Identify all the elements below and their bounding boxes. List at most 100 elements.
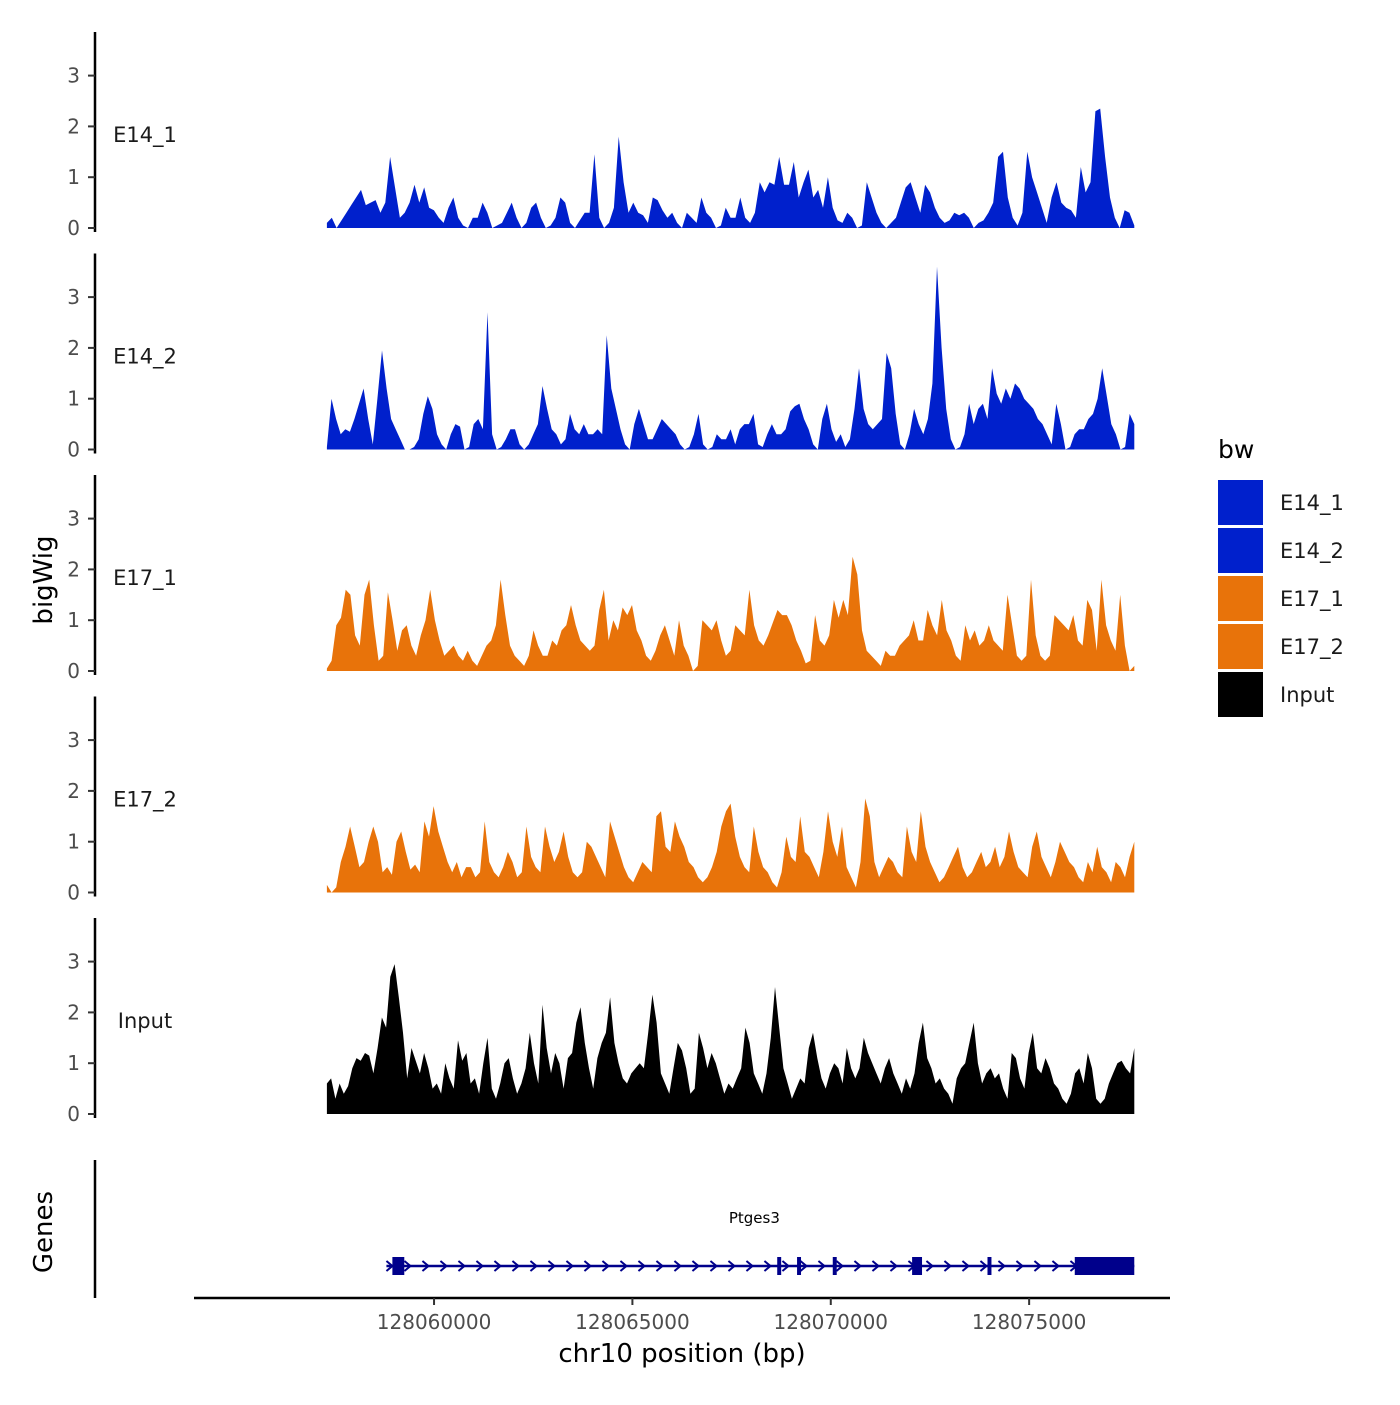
track-label: E14_2 xyxy=(113,345,177,370)
strand-arrow xyxy=(439,1260,448,1272)
track-label: Input xyxy=(118,1009,172,1033)
strand-arrow xyxy=(817,1260,826,1272)
y-tick-label: 0 xyxy=(67,1102,80,1126)
y-tick-label: 3 xyxy=(67,728,80,752)
x-axis-title: chr10 position (bp) xyxy=(558,1339,805,1369)
legend-key-e17-2 xyxy=(1218,624,1263,669)
strand-arrow xyxy=(619,1260,628,1272)
y-axis-title: bigWig xyxy=(29,535,59,624)
strand-arrow xyxy=(727,1260,736,1272)
track-e14-1: 0 1 2 3 E14_1 xyxy=(67,32,1135,240)
strand-arrow xyxy=(637,1260,646,1272)
legend-label-e17-1: E17_1 xyxy=(1280,587,1344,612)
x-tick-label: 128065000 xyxy=(575,1310,690,1334)
y-tick-label: 2 xyxy=(67,336,80,360)
strand-arrow xyxy=(511,1260,520,1272)
y-tick-label: 0 xyxy=(67,216,80,240)
strand-arrow xyxy=(763,1260,772,1272)
track-input: 0 1 2 3 Input xyxy=(67,918,1135,1126)
y-tick-label: 1 xyxy=(67,387,80,411)
legend-key-e17-1 xyxy=(1218,576,1263,621)
y-tick-label: 0 xyxy=(67,659,80,683)
legend-label-e14-2: E14_2 xyxy=(1280,539,1344,564)
area-e17-2 xyxy=(326,798,1135,893)
y-tick-label: 0 xyxy=(67,438,80,462)
legend-key-input xyxy=(1218,672,1263,717)
y-tick-label: 3 xyxy=(67,285,80,309)
gene-exon xyxy=(777,1257,782,1275)
x-tick-label: 128060000 xyxy=(377,1310,492,1334)
strand-arrow xyxy=(691,1260,700,1272)
legend-label-e14-1: E14_1 xyxy=(1280,491,1344,516)
y-tick-label: 2 xyxy=(67,1000,80,1024)
area-e14-2 xyxy=(326,266,1135,450)
legend-label-e17-2: E17_2 xyxy=(1280,635,1344,660)
strand-arrow xyxy=(889,1260,898,1272)
y-tick-label: 2 xyxy=(67,779,80,803)
strand-arrow xyxy=(1051,1260,1060,1272)
strand-arrow xyxy=(475,1260,484,1272)
y-tick-label: 3 xyxy=(67,64,80,88)
gene-name-label: Ptges3 xyxy=(729,1209,780,1227)
x-tick-label: 128070000 xyxy=(774,1310,889,1334)
gene-exon xyxy=(987,1257,992,1275)
strand-arrow xyxy=(529,1260,538,1272)
y-tick-label: 0 xyxy=(67,881,80,905)
strand-arrow xyxy=(997,1260,1006,1272)
strand-arrow xyxy=(583,1260,592,1272)
gene-exon xyxy=(797,1257,802,1275)
strand-arrow xyxy=(961,1260,970,1272)
strand-arrow xyxy=(943,1260,952,1272)
strand-arrow xyxy=(457,1260,466,1272)
gene-track: Ptges3 xyxy=(93,1160,1135,1298)
x-tick-label: 128075000 xyxy=(972,1310,1087,1334)
strand-arrow xyxy=(799,1260,808,1272)
gene-exon xyxy=(832,1257,837,1275)
y-tick-label: 3 xyxy=(67,507,80,531)
gene-exon xyxy=(1074,1257,1135,1275)
strand-arrow xyxy=(781,1260,790,1272)
strand-arrow xyxy=(1015,1260,1024,1272)
y-tick-label: 1 xyxy=(67,830,80,854)
area-e14-1 xyxy=(326,108,1135,228)
strand-arrow xyxy=(403,1260,412,1272)
strand-arrow xyxy=(565,1260,574,1272)
strand-arrow xyxy=(655,1260,664,1272)
genes-axis-title: Genes xyxy=(29,1191,59,1273)
strand-arrow xyxy=(745,1260,754,1272)
strand-arrow xyxy=(979,1260,988,1272)
strand-arrow xyxy=(421,1260,430,1272)
y-tick-label: 2 xyxy=(67,557,80,581)
track-label: E17_1 xyxy=(113,566,177,591)
strand-arrow xyxy=(871,1260,880,1272)
legend-label-input: Input xyxy=(1280,683,1334,707)
track-label: E14_1 xyxy=(113,123,177,148)
track-e17-2: 0 1 2 3 E17_2 xyxy=(67,696,1135,905)
x-axis: 128060000 128065000 128070000 128075000 xyxy=(194,1296,1170,1334)
y-tick-label: 1 xyxy=(67,165,80,189)
strand-arrow xyxy=(493,1260,502,1272)
strand-arrow xyxy=(673,1260,682,1272)
y-tick-label: 3 xyxy=(67,950,80,974)
y-tick-label: 2 xyxy=(67,114,80,138)
gene-exon xyxy=(912,1257,923,1275)
track-e17-1: 0 1 2 3 E17_1 xyxy=(67,475,1135,683)
gene-exon xyxy=(392,1257,405,1275)
legend-title: bw xyxy=(1218,435,1254,464)
tracks-layer: 0 1 2 3 E14_1 0 1 2 3 E14_2 0 1 2 3 E17_1 0 1 2 3 E17_2 0 1 2 3… xyxy=(67,32,1135,1126)
y-tick-label: 1 xyxy=(67,608,80,632)
legend-key-e14-1 xyxy=(1218,480,1263,525)
area-input xyxy=(326,964,1135,1114)
legend-key-e14-2 xyxy=(1218,528,1263,573)
strand-arrow xyxy=(853,1260,862,1272)
track-e14-2: 0 1 2 3 E14_2 xyxy=(67,253,1135,462)
y-tick-label: 1 xyxy=(67,1051,80,1075)
strand-arrow xyxy=(547,1260,556,1272)
strand-arrow xyxy=(1033,1260,1042,1272)
strand-arrow xyxy=(925,1260,934,1272)
area-e17-1 xyxy=(326,556,1135,671)
legend: bw E14_1 E14_2 E17_1 E17_2 Input xyxy=(1218,435,1344,717)
strand-arrow xyxy=(709,1260,718,1272)
